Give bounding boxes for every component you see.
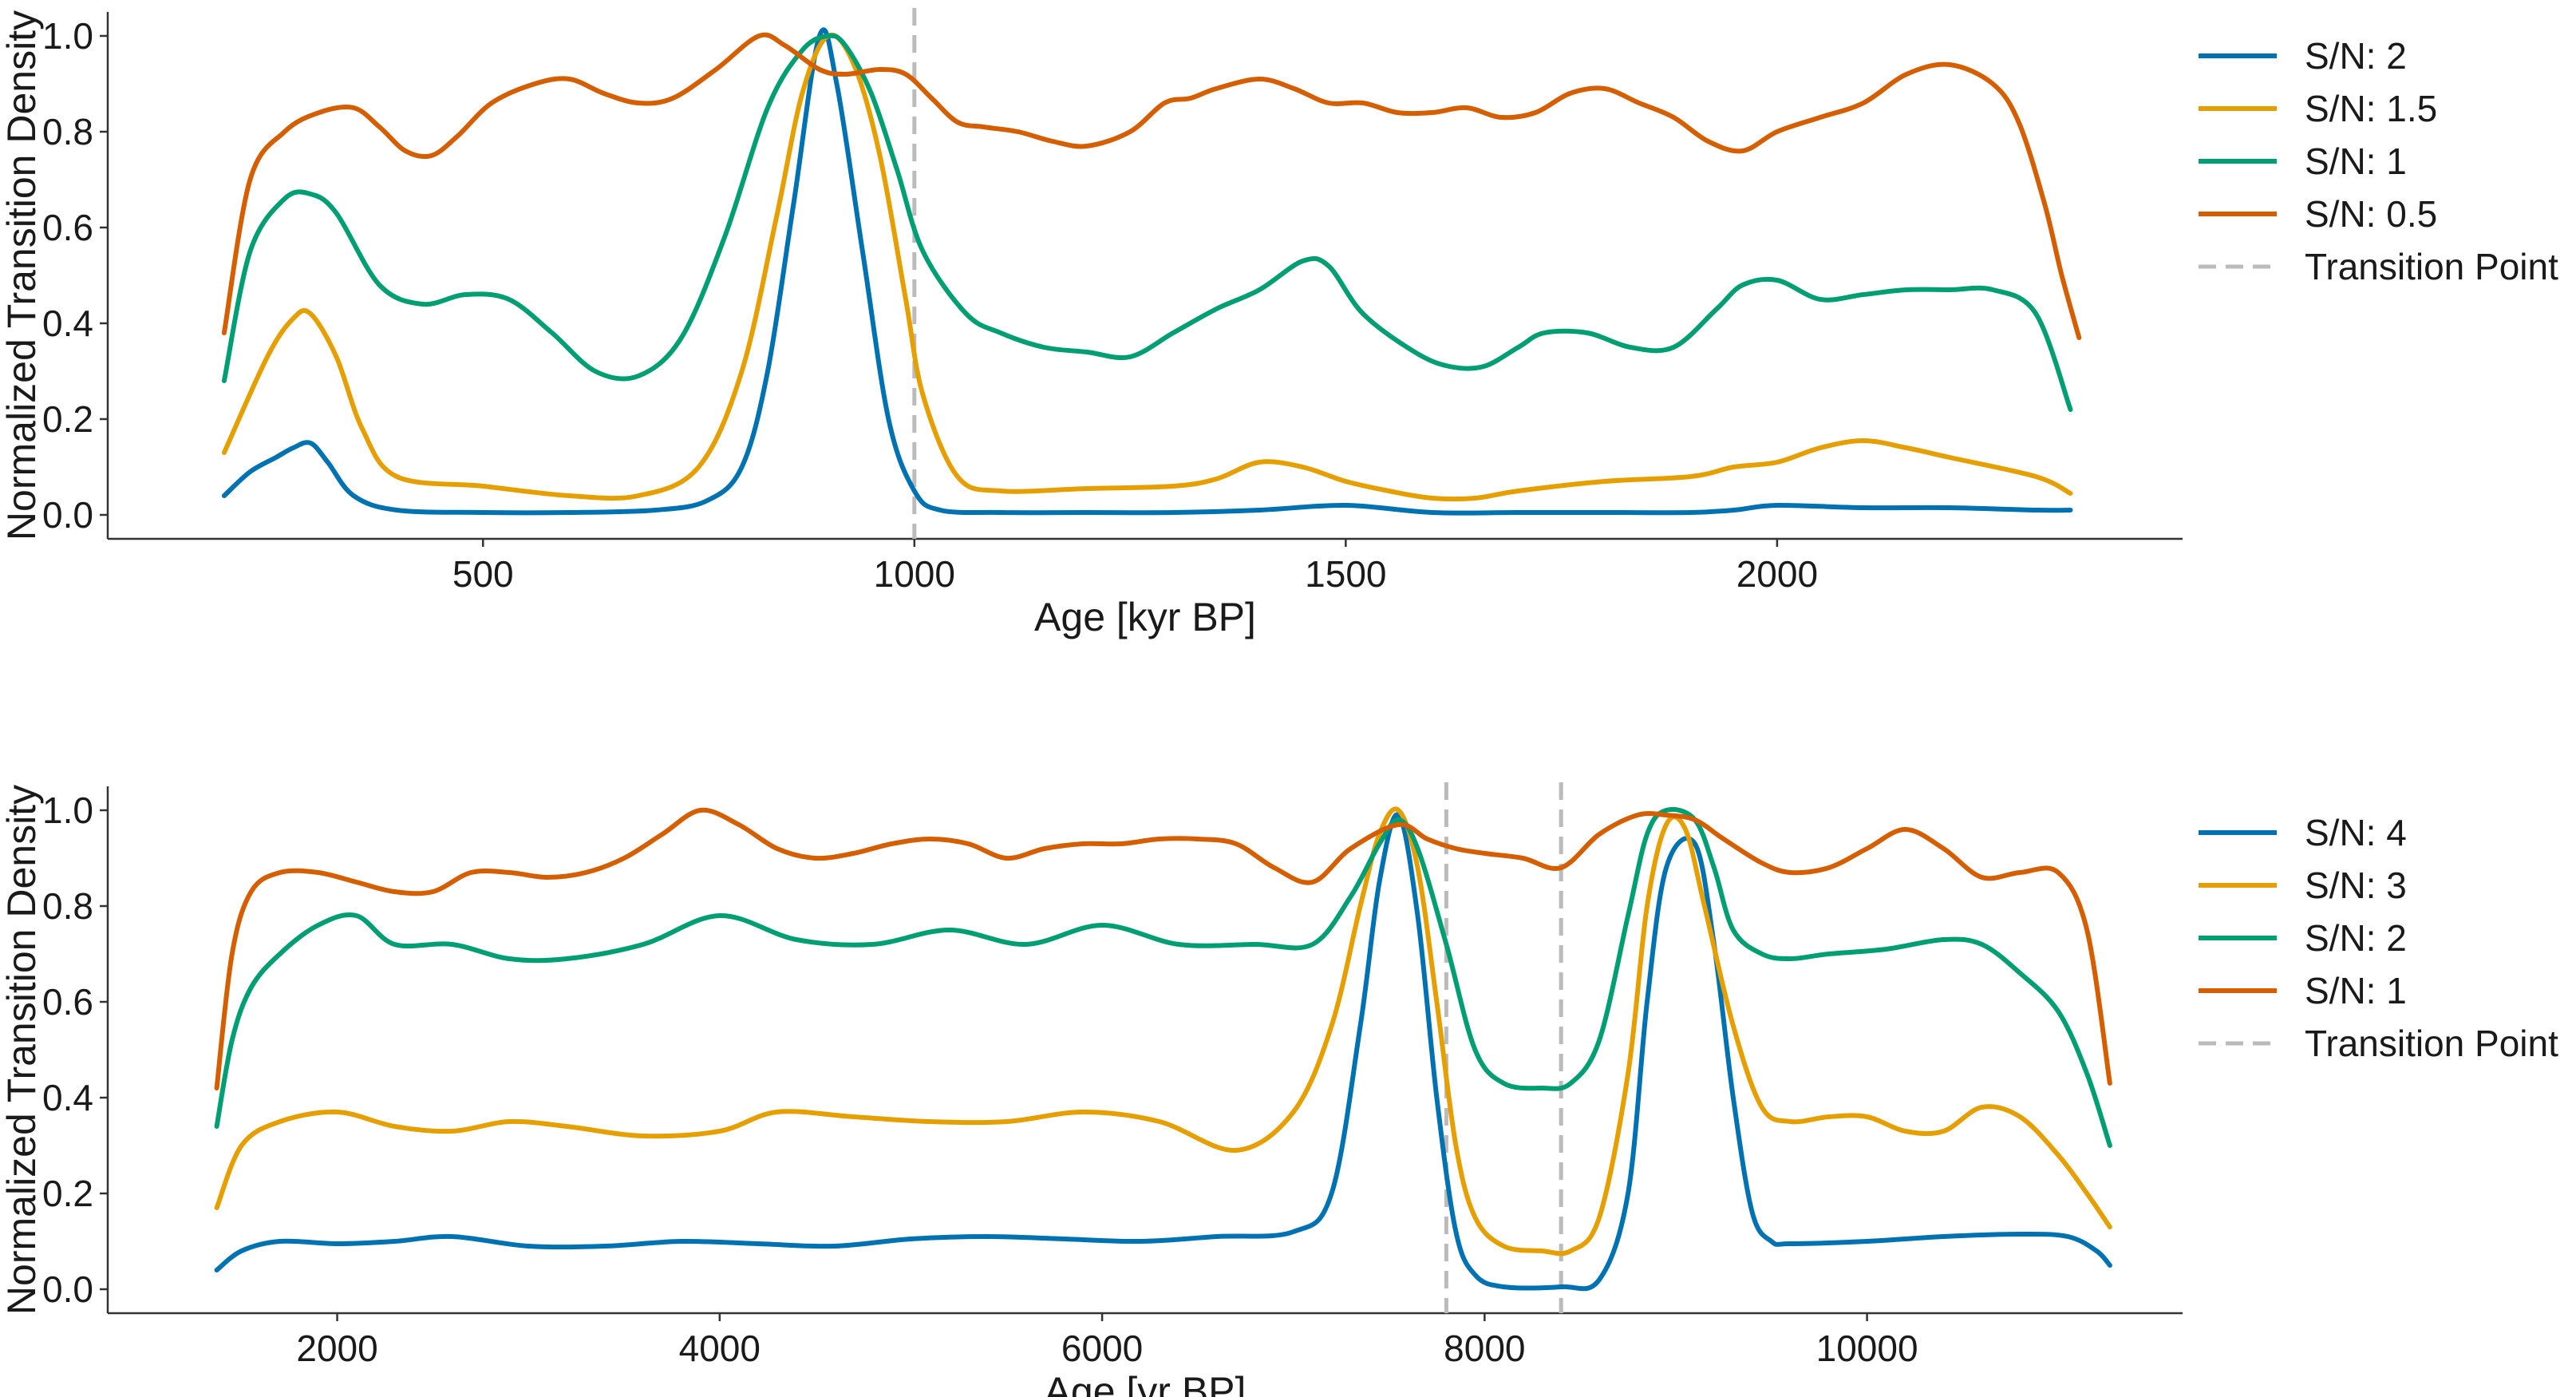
x-tick-label: 500 <box>452 553 514 595</box>
y-tick-label: 0.4 <box>42 1077 93 1118</box>
y-tick-label: 0.0 <box>42 1268 93 1310</box>
legend-label: S/N: 1.5 <box>2305 88 2437 129</box>
y-tick-label: 1.0 <box>42 15 93 57</box>
y-axis-label: Normalized Transition Density <box>0 785 44 1315</box>
x-tick-label: 2000 <box>296 1328 377 1369</box>
series-line-3 <box>221 33 2073 412</box>
x-tick-label: 10000 <box>1816 1328 1918 1369</box>
y-tick-label: 0.6 <box>42 207 93 248</box>
y-tick-label: 0.0 <box>42 494 93 536</box>
legend: S/N: 2 S/N: 1.5 S/N: 1 S/N: 0.5 Transition P… <box>2199 35 2558 287</box>
chart-panel-2: 0.0 0.2 0.4 0.6 0.8 1.0 2000 4000 6000 8000 10000 A… <box>0 782 2558 1397</box>
series-line-4 <box>221 32 2082 340</box>
series-line-4 <box>214 807 2112 1090</box>
series-line-1 <box>221 27 2073 516</box>
legend-label: S/N: 2 <box>2305 917 2407 959</box>
legend-label: S/N: 0.5 <box>2305 193 2437 235</box>
y-tick-label: 0.2 <box>42 1173 93 1214</box>
x-axis-label: Age [yr BP] <box>1045 1369 1247 1397</box>
y-tick-label: 1.0 <box>42 790 93 831</box>
legend-label: Transition Point <box>2305 246 2558 287</box>
y-tick-label: 0.2 <box>42 398 93 440</box>
x-tick-label: 2000 <box>1736 553 1818 595</box>
x-tick-label: 8000 <box>1444 1328 1525 1369</box>
x-axis-label: Age [kyr BP] <box>1034 595 1256 639</box>
series-line-2 <box>214 806 2112 1257</box>
series-line-3 <box>214 806 2112 1148</box>
y-tick-label: 0.8 <box>42 885 93 927</box>
chart-panel-1: 0.0 0.2 0.4 0.6 0.8 1.0 500 1000 1500 2000 Age [ky… <box>0 8 2558 639</box>
x-tick-label: 6000 <box>1061 1328 1143 1369</box>
legend-label: Transition Point <box>2305 1023 2558 1064</box>
legend-label: S/N: 1 <box>2305 140 2407 182</box>
legend-label: S/N: 2 <box>2305 35 2407 77</box>
y-tick-label: 0.8 <box>42 111 93 152</box>
y-tick-label: 0.4 <box>42 303 93 344</box>
x-tick-label: 4000 <box>679 1328 761 1369</box>
x-tick-label: 1000 <box>874 553 955 595</box>
series-line-2 <box>221 32 2073 502</box>
legend: S/N: 4 S/N: 3 S/N: 2 S/N: 1 Transition Point <box>2199 812 2558 1064</box>
legend-label: S/N: 4 <box>2305 812 2407 853</box>
x-tick-label: 1500 <box>1305 553 1386 595</box>
series-line-1 <box>214 812 2112 1292</box>
legend-label: S/N: 1 <box>2305 970 2407 1011</box>
legend-label: S/N: 3 <box>2305 865 2407 906</box>
y-tick-label: 0.6 <box>42 981 93 1023</box>
y-axis-label: Normalized Transition Density <box>0 10 44 540</box>
